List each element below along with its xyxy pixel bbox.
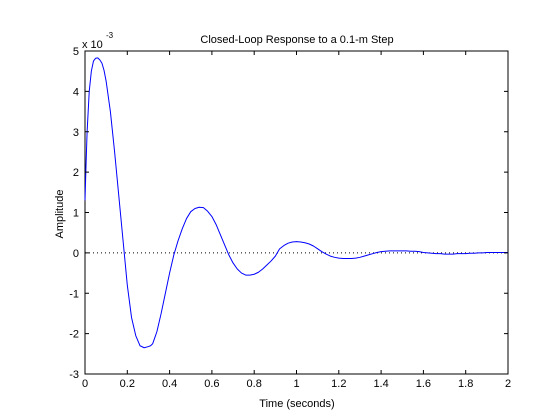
y-tick-label: 5 (73, 46, 79, 58)
y-tick-label: 1 (73, 208, 79, 220)
axes-frame (84, 50, 509, 375)
x-tick-label: 1.4 (373, 378, 388, 390)
y-tick-label: -1 (69, 288, 79, 300)
x-axis-label: Time (seconds) (259, 398, 334, 410)
y-tick-label: 2 (73, 167, 79, 179)
series-line (84, 57, 508, 349)
x-tick-label: 2 (505, 378, 511, 390)
x-tick-label: 0.6 (204, 378, 219, 390)
y-axis-label: Amplitude (54, 190, 66, 239)
y-multiplier-exponent: -3 (106, 31, 114, 40)
x-tick-label: 0.4 (162, 378, 177, 390)
chart-title: Closed-Loop Response to a 0.1-m Step (200, 34, 393, 46)
y-tick-label: 4 (73, 86, 79, 98)
tick-layer: 0 0.2 0.4 0.6 0.8 1 1.2 1.4 1.6 1.8 2 -3 -2 -1 0 1 2 3 4 5 (69, 46, 511, 390)
y-tick-label: -3 (69, 369, 79, 381)
plot-area (84, 50, 509, 375)
y-tick-label: 0 (73, 248, 79, 260)
series-layer (84, 57, 508, 349)
x-tick-label: 1.6 (416, 378, 431, 390)
y-multiplier-label: x 10 (82, 39, 103, 51)
x-tick-label: 0 (82, 378, 88, 390)
y-tick-label: -2 (69, 329, 79, 341)
x-tick-label: 1.8 (458, 378, 473, 390)
x-tick-label: 1.2 (331, 378, 346, 390)
x-tick-label: 0.8 (247, 378, 262, 390)
x-tick-label: 0.2 (120, 378, 135, 390)
y-tick-label: 3 (73, 127, 79, 139)
x-tick-label: 1 (293, 378, 299, 390)
